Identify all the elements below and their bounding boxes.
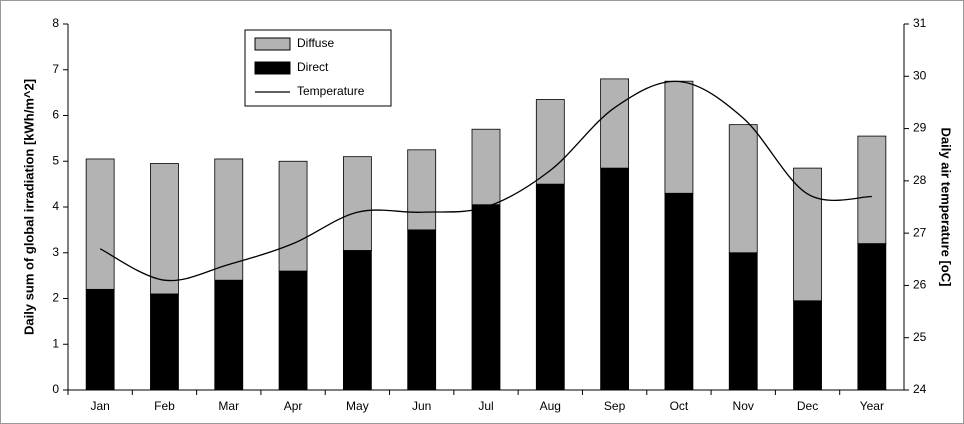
- y2-tick-label: 25: [913, 330, 927, 344]
- x-tick-label: Apr: [284, 399, 303, 413]
- y2-axis-title: Daily air temperature [oC]: [939, 128, 954, 287]
- x-tick-label: Mar: [218, 399, 239, 413]
- bar-segment: [150, 163, 179, 295]
- bar-segment: [857, 243, 887, 391]
- bar-segment: [85, 288, 115, 391]
- bar-segment: [664, 192, 694, 391]
- bar-segment: [278, 160, 308, 272]
- bar-segment: [535, 183, 565, 391]
- y-tick-label: 6: [52, 108, 59, 122]
- x-tick-label: May: [346, 399, 369, 413]
- bar-segment: [728, 252, 758, 391]
- y2-tick-label: 26: [913, 278, 927, 292]
- x-tick-label: Sep: [604, 399, 626, 413]
- bar-segment: [407, 149, 437, 231]
- legend-label: Direct: [297, 60, 329, 74]
- y-tick-label: 3: [52, 245, 59, 259]
- bar-segment: [471, 204, 501, 391]
- x-tick-label: Jul: [478, 399, 493, 413]
- legend-label: Diffuse: [297, 36, 334, 50]
- y2-tick-label: 24: [913, 382, 927, 396]
- legend-swatch: [254, 37, 291, 51]
- y-tick-label: 2: [52, 291, 59, 305]
- x-tick-label: Feb: [154, 399, 175, 413]
- y-tick-label: 1: [52, 336, 59, 350]
- x-tick-label: Jan: [90, 399, 109, 413]
- y-tick-label: 0: [52, 382, 59, 396]
- y-tick-label: 5: [52, 153, 59, 167]
- y2-tick-label: 27: [913, 225, 927, 239]
- bar-segment: [278, 270, 308, 391]
- x-tick-label: Aug: [540, 399, 561, 413]
- bar-segment: [150, 293, 179, 391]
- legend-label: Temperature: [297, 84, 365, 98]
- y-tick-label: 4: [52, 199, 59, 213]
- bar-segment: [535, 99, 565, 185]
- y2-tick-label: 28: [913, 173, 927, 187]
- bar-segment: [857, 135, 887, 244]
- bar-segment: [342, 156, 372, 251]
- bar-segment: [600, 167, 630, 391]
- y-axis-title: Daily sum of global irradiation [kWh/m^2…: [21, 79, 36, 335]
- bar-segment: [600, 78, 630, 169]
- bar-segment: [793, 167, 822, 302]
- bar-segment: [214, 158, 244, 281]
- temperature-line: [99, 80, 872, 282]
- bar-segment: [214, 279, 244, 391]
- x-tick-label: Dec: [797, 399, 818, 413]
- y-tick-label: 8: [52, 16, 59, 30]
- x-tick-label: Jun: [412, 399, 431, 413]
- bar-segment: [793, 300, 822, 391]
- bar-segment: [471, 128, 501, 206]
- y-tick-label: 7: [52, 62, 59, 76]
- y2-tick-label: 30: [913, 68, 927, 82]
- x-tick-label: Nov: [733, 399, 754, 413]
- bar-segment: [85, 158, 115, 290]
- y2-tick-label: 29: [913, 121, 927, 135]
- x-tick-label: Oct: [670, 399, 689, 413]
- y2-tick-label: 31: [913, 16, 927, 30]
- legend-swatch: [254, 61, 291, 75]
- bar-segment: [728, 124, 758, 254]
- bar-segment: [407, 229, 437, 391]
- x-tick-label: Year: [860, 399, 884, 413]
- bar-segment: [342, 250, 372, 391]
- bar-segment: [664, 80, 694, 194]
